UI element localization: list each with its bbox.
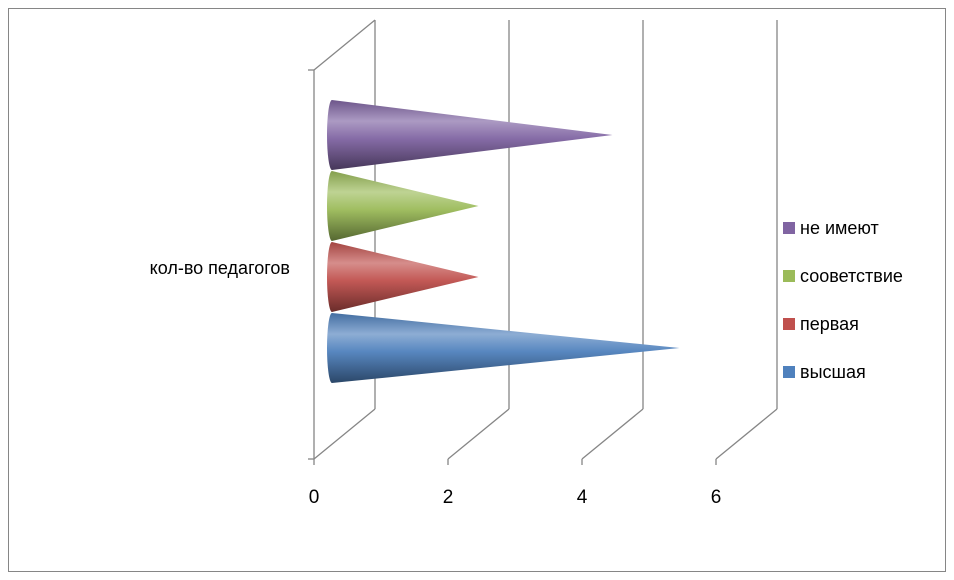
axis-ticks [308, 458, 717, 465]
legend: не имеют сооветствие первая высшая [783, 218, 903, 382]
chart-walls [308, 19, 376, 459]
legend-item: первая [783, 314, 859, 334]
legend-item: сооветствие [783, 266, 903, 286]
floor-gridline [447, 408, 510, 460]
x-tick-labels: 0 2 4 6 [309, 487, 722, 508]
cone-series [327, 100, 680, 383]
floor-gridline [313, 408, 376, 460]
legend-label: сооветствие [800, 266, 903, 286]
legend-swatch [783, 366, 795, 378]
legend-label: первая [800, 314, 859, 334]
legend-item: высшая [783, 362, 866, 382]
floor-gridline [715, 408, 778, 460]
legend-label: высшая [800, 362, 866, 382]
x-tick-label: 2 [443, 487, 454, 508]
cone-первая [327, 242, 479, 312]
legend-swatch [783, 222, 795, 234]
floor-gridline [581, 408, 644, 460]
chart-area [8, 8, 946, 572]
gridlines [313, 20, 778, 460]
cone-не имеют [327, 100, 613, 170]
legend-item: не имеют [783, 218, 879, 238]
legend-swatch [783, 318, 795, 330]
cone-сооветствие [327, 171, 479, 241]
x-tick-label: 6 [711, 487, 722, 508]
cone-высшая [327, 313, 680, 383]
category-label: кол-во педагогов [150, 258, 290, 278]
x-tick-label: 0 [309, 487, 320, 508]
category-labels: кол-во педагогов [150, 258, 290, 278]
legend-swatch [783, 270, 795, 282]
x-tick-label: 4 [577, 487, 588, 508]
side-wall-top-edge [313, 19, 376, 71]
legend-label: не имеют [800, 218, 879, 238]
